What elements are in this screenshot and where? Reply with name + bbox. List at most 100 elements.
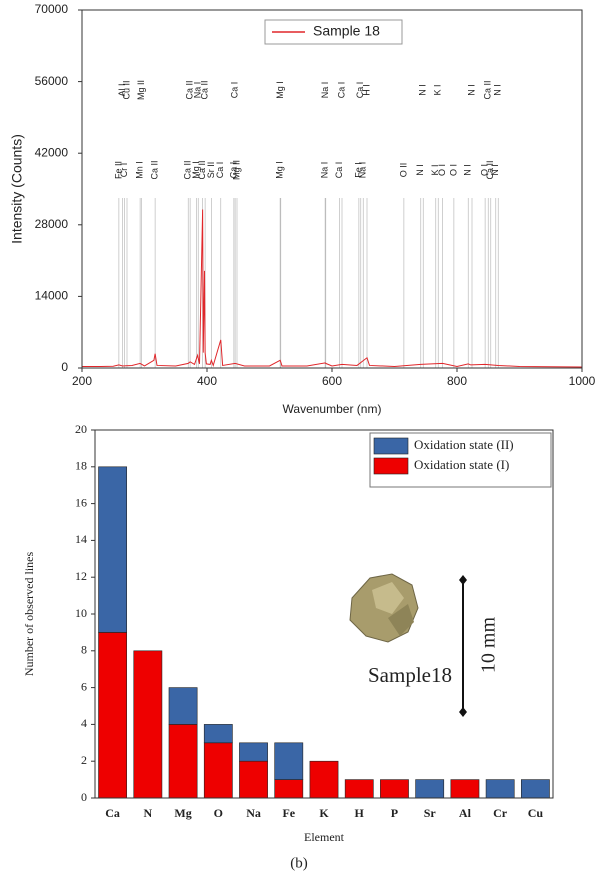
bar-segment (168, 687, 198, 725)
annotation-label: Fe II (113, 161, 123, 179)
bar-segment (203, 724, 233, 744)
bar-segment (450, 779, 480, 799)
annotation-label: Ca II (185, 80, 195, 99)
scale-label: 10 mm (478, 617, 500, 674)
x-tick-label: Fe (282, 806, 295, 820)
annotation-label: Ca I (230, 82, 240, 99)
y-tick-label: 18 (75, 459, 87, 473)
rock-face (372, 582, 404, 614)
x-tick-label: 400 (197, 374, 217, 388)
x-tick-label: Al (459, 806, 472, 820)
annotation-label: N I (415, 164, 425, 176)
y-tick-label: 28000 (35, 217, 69, 231)
annotation-label: Cr I (119, 163, 129, 178)
y-axis-label: Number of observed lines (22, 552, 36, 677)
annotation-label: N I (493, 84, 503, 96)
y-tick-label: 0 (61, 360, 68, 374)
y-tick-label: 42000 (35, 145, 69, 159)
bar-segment (98, 466, 128, 633)
x-tick-label: 200 (72, 374, 92, 388)
bar-segment (133, 650, 163, 799)
annotation-label: Na I (193, 82, 203, 99)
annotation-label: N I (490, 164, 500, 176)
bar-segment (239, 742, 268, 762)
annotation-label: Sr II (206, 162, 216, 179)
x-tick-label: Na (246, 806, 261, 820)
x-tick-label: 1000 (569, 374, 596, 388)
bar-segment (98, 632, 128, 799)
spectrum-line (82, 209, 583, 368)
bar-segment (344, 779, 374, 799)
annotation-label: N I (463, 164, 473, 176)
legend-label: Oxidation state (II) (414, 437, 514, 452)
annotation-label: Mg II (136, 80, 146, 100)
y-tick-label: 8 (81, 643, 87, 657)
annotation-label: Mg I (275, 81, 285, 99)
y-tick-label: 2 (81, 753, 87, 767)
legend-label: Oxidation state (I) (414, 457, 509, 472)
annotation-label: Mg I (275, 161, 285, 179)
annotation-label: K I (433, 84, 443, 95)
annotation-label: Mn I (135, 161, 145, 179)
annotation-label: O I (480, 164, 490, 176)
x-tick-label: H (355, 806, 365, 820)
y-axis-label: Intensity (Counts) (9, 134, 25, 244)
annotation-label: K I (430, 164, 440, 175)
y-tick-label: 70000 (35, 2, 69, 16)
y-tick-label: 6 (81, 679, 87, 693)
x-tick-label: O (214, 806, 223, 820)
annotation-label: Ca II (485, 160, 495, 179)
annotation-label: Fe I (353, 162, 363, 178)
x-tick-label: Ca (105, 806, 120, 820)
y-tick-label: 10 (75, 606, 87, 620)
annotation-label: Al I (117, 83, 127, 96)
bar-segment (168, 724, 198, 799)
annotation-label: Ca I (355, 82, 365, 99)
plot-frame (81, 9, 583, 369)
rock-face (388, 604, 414, 636)
bar-segment (309, 760, 339, 799)
annotation-label: H I (361, 84, 371, 96)
sample-photo (349, 573, 467, 717)
annotation-label: Mg II (231, 160, 241, 180)
y-tick-label: 0 (81, 790, 87, 804)
annotation-label: Ca I (215, 162, 225, 179)
annotation-label: Ca II (200, 80, 210, 99)
annotation-label: Ca I (336, 82, 346, 99)
x-axis-label: Element (304, 830, 345, 844)
bar-segment (239, 760, 268, 799)
annotation-label: Na I (358, 162, 368, 179)
annotation-label: Ca II (197, 160, 207, 179)
bar-segment (203, 742, 233, 799)
y-tick-label: 14 (75, 532, 87, 546)
annotation-label: Na I (320, 82, 330, 99)
x-tick-label: 800 (447, 374, 467, 388)
x-tick-label: K (319, 806, 329, 820)
annotation-label: O II (398, 163, 408, 178)
x-tick-label: Mg (174, 806, 191, 820)
caption: (b) (290, 855, 308, 871)
annotation-label: Ca I (334, 162, 344, 179)
x-tick-label: Sr (424, 806, 437, 820)
bar-segment (520, 779, 550, 799)
bar-segment (380, 779, 409, 799)
bar-segment (274, 779, 304, 799)
inset-label: Sample18 (368, 663, 452, 687)
annotation-label: Mg I (191, 161, 201, 179)
x-axis-label: Wavenumber (nm) (283, 402, 382, 416)
bar-segment (415, 779, 445, 799)
annotation-label: Na I (320, 162, 330, 179)
y-tick-label: 14000 (35, 289, 69, 303)
annotation-label: N I (418, 84, 428, 96)
bar-chart: Element Number of observed lines (b) 10 … (22, 422, 554, 871)
annotation-label: Ca II (183, 160, 193, 179)
x-tick-label: N (144, 806, 153, 820)
spectrum-chart: Wavenumber (nm) Intensity (Counts) Fe II… (9, 2, 596, 416)
y-tick-label: 12 (75, 569, 87, 583)
y-tick-label: 4 (81, 716, 87, 730)
x-tick-label: P (391, 806, 398, 820)
annotation-label: N I (466, 84, 476, 96)
bar-segment (485, 779, 515, 799)
annotation-label: Ca II (150, 160, 160, 179)
